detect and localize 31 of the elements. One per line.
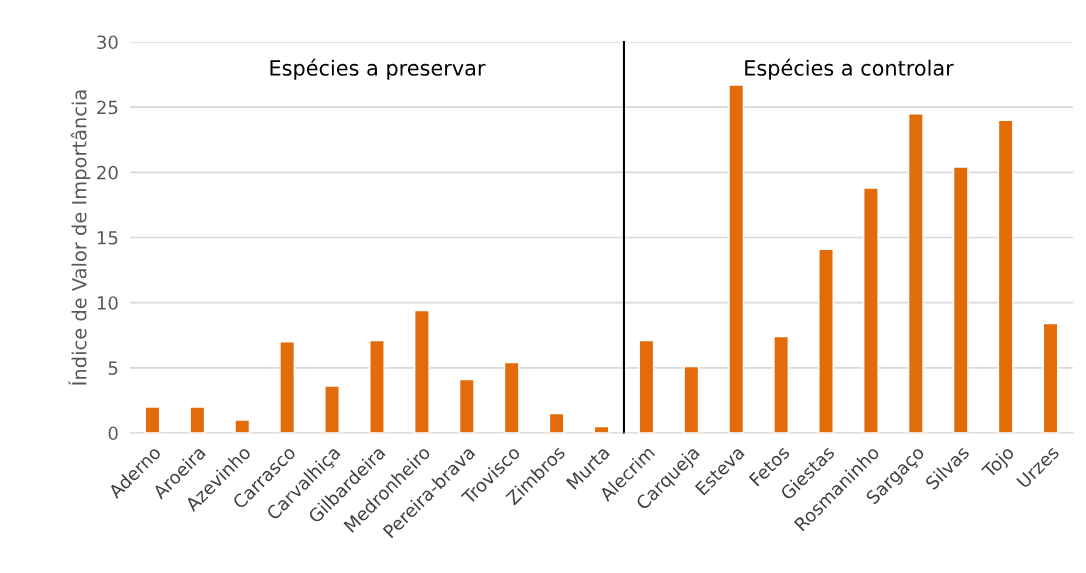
bar <box>863 187 879 433</box>
bar <box>189 406 206 433</box>
text: Espécies a preservar <box>270 58 486 80</box>
bar <box>638 339 655 433</box>
bar <box>907 112 924 433</box>
bar <box>414 309 430 433</box>
bar <box>997 119 1014 433</box>
y-tick-label: 20 <box>97 165 118 180</box>
bar <box>1042 322 1059 433</box>
text: Espécies a controlar <box>745 58 954 80</box>
bar <box>683 365 700 433</box>
bar <box>952 166 969 433</box>
y-tick-label: 15 <box>97 231 118 245</box>
y-tick-label: 10 <box>97 296 118 310</box>
y-tick-label: 5 <box>108 361 118 375</box>
y-tick-label: 0 <box>108 426 118 441</box>
bar <box>818 248 834 433</box>
bar <box>503 361 520 433</box>
bar <box>728 84 745 433</box>
bar <box>279 341 296 433</box>
bar <box>548 412 565 433</box>
bar <box>144 406 161 433</box>
bar <box>369 339 385 433</box>
bar <box>773 335 789 433</box>
bar <box>234 419 251 433</box>
bar <box>593 425 610 433</box>
y-axis-title: Índice de Valor de Importância <box>68 90 91 385</box>
y-tick-label: 30 <box>97 35 118 50</box>
y-tick-label: 25 <box>97 100 118 115</box>
bar <box>458 378 475 433</box>
bar <box>324 385 340 433</box>
